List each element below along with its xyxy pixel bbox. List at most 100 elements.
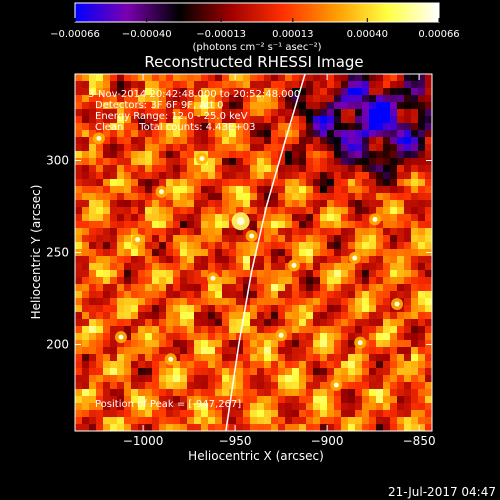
heatmap-cell (131, 88, 139, 96)
heatmap-cell (397, 375, 405, 383)
heatmap-cell (194, 368, 202, 376)
heatmap-cell (96, 424, 104, 431)
heatmap-cell (320, 186, 328, 194)
heatmap-cell (341, 172, 349, 180)
heatmap-cell (131, 396, 139, 404)
heatmap-cell (397, 410, 405, 418)
heatmap-cell (229, 375, 237, 383)
heatmap-cell (327, 74, 335, 82)
heatmap-cell (299, 396, 307, 404)
heatmap-cell (292, 200, 300, 208)
heatmap-cell (334, 312, 342, 320)
heatmap-cell (355, 172, 363, 180)
heatmap-cell (82, 116, 90, 124)
heatmap-cell (89, 333, 97, 341)
heatmap-cell (341, 375, 349, 383)
heatmap-cell (96, 109, 104, 117)
heatmap-cell (138, 130, 146, 138)
heatmap-cell (152, 158, 160, 166)
heatmap-cell (215, 172, 223, 180)
heatmap-cell (264, 298, 272, 306)
heatmap-cell (117, 305, 125, 313)
heatmap-cell (215, 151, 223, 159)
heatmap-cell (271, 424, 279, 431)
heatmap-cell (327, 235, 335, 243)
heatmap-cell (334, 298, 342, 306)
heatmap-cell (334, 81, 342, 89)
heatmap-cell (327, 347, 335, 355)
heatmap-cell (208, 368, 216, 376)
heatmap-cell (348, 312, 356, 320)
heatmap-cell (397, 333, 405, 341)
heatmap-cell (404, 144, 412, 152)
bright-source-core (394, 301, 400, 307)
heatmap-cell (411, 333, 419, 341)
heatmap-cell (425, 389, 432, 397)
heatmap-cell (390, 200, 398, 208)
heatmap-cell (390, 214, 398, 222)
heatmap-cell (250, 207, 258, 215)
heatmap-cell (278, 214, 286, 222)
heatmap-cell (215, 158, 223, 166)
heatmap-cell (194, 389, 202, 397)
heatmap-cell (418, 137, 426, 145)
heatmap-cell (264, 151, 272, 159)
heatmap-cell (124, 158, 132, 166)
heatmap-cell (362, 368, 370, 376)
heatmap-cell (96, 333, 104, 341)
heatmap-cell (425, 368, 432, 376)
heatmap-cell (82, 263, 90, 271)
heatmap-cell (96, 172, 104, 180)
heatmap-cell (411, 326, 419, 334)
heatmap-cell (173, 207, 181, 215)
heatmap-cell (208, 102, 216, 110)
heatmap-cell (355, 249, 363, 257)
heatmap-cell (166, 81, 174, 89)
heatmap-cell (194, 417, 202, 425)
heatmap-cell (271, 291, 279, 299)
heatmap-cell (236, 410, 244, 418)
heatmap-cell (397, 403, 405, 411)
heatmap-cell (306, 179, 314, 187)
heatmap-cell (369, 193, 377, 201)
heatmap-cell (187, 375, 195, 383)
heatmap-cell (75, 109, 83, 117)
heatmap-cell (362, 270, 370, 278)
heatmap-cell (124, 200, 132, 208)
heatmap-cell (82, 375, 90, 383)
heatmap-cell (362, 207, 370, 215)
heatmap-cell (418, 410, 426, 418)
heatmap-cell (131, 403, 139, 411)
heatmap-cell (236, 137, 244, 145)
heatmap-cell (341, 326, 349, 334)
heatmap-cell (250, 186, 258, 194)
heatmap-cell (285, 207, 293, 215)
heatmap-cell (89, 424, 97, 431)
heatmap-cell (390, 417, 398, 425)
heatmap-cell (89, 235, 97, 243)
heatmap-cell (292, 424, 300, 431)
heatmap-cell (418, 193, 426, 201)
heatmap-cell (425, 137, 432, 145)
heatmap-cell (243, 158, 251, 166)
heatmap-cell (411, 277, 419, 285)
heatmap-cell (334, 256, 342, 264)
heatmap-cell (75, 186, 83, 194)
heatmap-cell (257, 319, 265, 327)
heatmap-cell (362, 361, 370, 369)
heatmap-cell (208, 396, 216, 404)
heatmap-cell (222, 249, 230, 257)
heatmap-cell (306, 109, 314, 117)
heatmap-cell (292, 137, 300, 145)
heatmap-cell (313, 207, 321, 215)
heatmap-cell (173, 410, 181, 418)
heatmap-cell (222, 263, 230, 271)
heatmap-cell (341, 186, 349, 194)
heatmap-cell (320, 298, 328, 306)
heatmap-cell (299, 193, 307, 201)
heatmap-cell (110, 249, 118, 257)
heatmap-cell (425, 151, 432, 159)
heatmap-cell (208, 361, 216, 369)
heatmap-cell (404, 389, 412, 397)
heatmap-cell (187, 95, 195, 103)
